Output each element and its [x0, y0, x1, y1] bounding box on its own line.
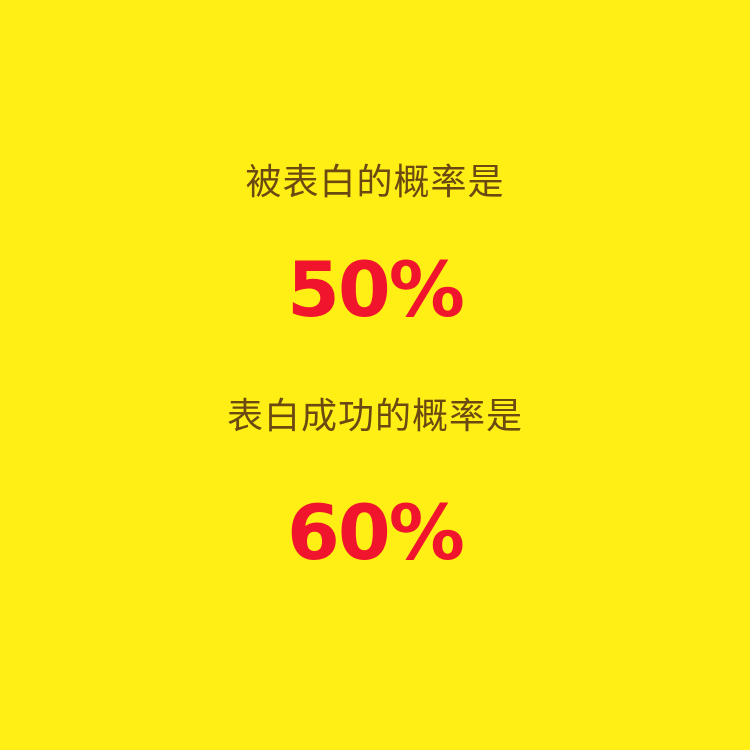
success-probability-label: 表白成功的概率是: [226, 396, 523, 437]
confession-probability-label: 被表白的概率是: [245, 162, 505, 203]
success-probability-value: 60%: [287, 488, 465, 577]
confession-probability-value: 50%: [287, 245, 465, 334]
